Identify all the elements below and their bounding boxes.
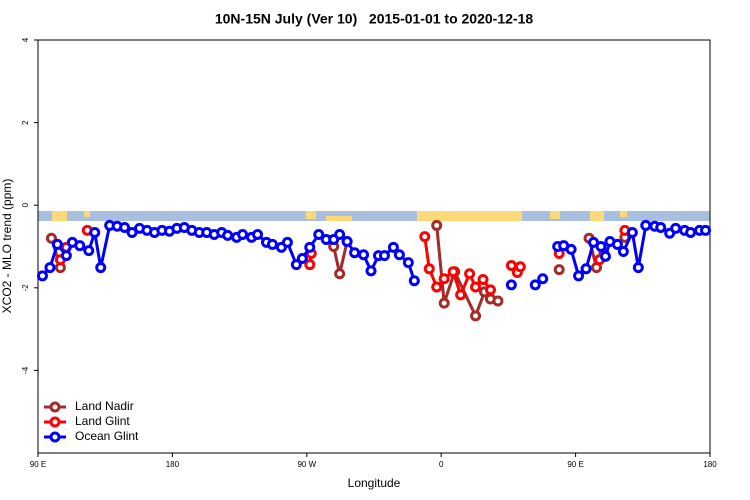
y-axis-label: XCO2 - MLO trend (ppm): [0, 179, 14, 314]
land: [84, 211, 90, 217]
data-point: [378, 250, 390, 262]
data-point: [431, 219, 443, 231]
y-tick-label: -4: [21, 366, 30, 374]
data-point: [470, 310, 482, 322]
data-point: [393, 249, 405, 261]
data-point: [484, 284, 496, 296]
legend-marker: [49, 401, 61, 413]
data-point: [266, 238, 278, 250]
legend-marker: [49, 431, 61, 443]
x-tick-label: 90 E: [30, 460, 46, 469]
data-point: [477, 274, 489, 286]
data-point: [655, 222, 667, 234]
data-point: [304, 259, 316, 271]
data-point: [617, 245, 629, 257]
data-point: [670, 222, 682, 234]
ocean-strip: [38, 211, 710, 221]
x-tick-label: 90 E: [567, 460, 583, 469]
data-point: [119, 222, 131, 234]
data-point: [626, 226, 638, 238]
data-point: [313, 229, 325, 241]
land: [417, 211, 522, 221]
legend-marker: [49, 416, 61, 428]
data-point: [349, 247, 361, 259]
data-point: [611, 238, 623, 250]
data-point: [341, 236, 353, 248]
plot-frame: [37, 39, 711, 454]
x-tick-label: 90 W: [297, 460, 316, 469]
data-point: [632, 262, 644, 274]
data-point: [505, 279, 517, 291]
data-point: [553, 264, 565, 276]
data-point: [89, 226, 101, 238]
data-point: [290, 259, 302, 271]
data-point: [514, 261, 526, 273]
legend-label: Land Nadir: [75, 399, 134, 413]
data-point: [599, 250, 611, 262]
data-point: [237, 229, 249, 241]
data-point: [222, 229, 234, 241]
data-point: [334, 268, 346, 280]
data-point: [365, 265, 377, 277]
data-point: [595, 241, 607, 252]
data-point: [492, 295, 504, 307]
legend-label: Land Glint: [75, 414, 130, 428]
data-point: [700, 224, 712, 236]
data-point: [36, 270, 48, 282]
data-point: [358, 249, 370, 261]
x-tick-label: 180: [703, 460, 717, 469]
data-point: [565, 243, 577, 255]
data-point: [537, 273, 549, 285]
land: [590, 211, 604, 221]
data-point: [60, 250, 72, 262]
data-point: [447, 266, 459, 278]
data-point: [95, 262, 107, 274]
data-point: [455, 289, 467, 301]
data-point: [419, 231, 431, 243]
x-axis-label: Longitude: [348, 476, 401, 490]
data-point: [438, 273, 450, 285]
y-tick-label: 0: [21, 202, 30, 207]
land: [620, 211, 627, 217]
data-point: [45, 232, 57, 244]
data-point: [464, 268, 476, 280]
data-point: [573, 270, 585, 282]
land: [306, 211, 316, 219]
data-point: [431, 281, 443, 293]
data-point: [470, 281, 482, 293]
chart-title: 10N-15N July (Ver 10) 2015-01-01 to 2020…: [215, 11, 534, 27]
y-tick-label: 4: [21, 37, 30, 42]
data-point: [334, 229, 346, 241]
y-tick-label: -2: [21, 284, 30, 292]
data-point: [296, 252, 308, 264]
data-point: [640, 219, 652, 231]
data-point: [408, 275, 420, 287]
land: [326, 216, 352, 221]
data-point: [44, 262, 56, 274]
land: [550, 211, 560, 219]
x-tick-label: 0: [439, 460, 444, 469]
data-point: [74, 240, 86, 252]
data-point: [438, 297, 450, 309]
data-point: [529, 279, 541, 291]
land: [52, 211, 67, 221]
data-point: [51, 238, 63, 250]
data-point: [83, 245, 95, 257]
data-point: [685, 226, 697, 238]
legend-label: Ocean Glint: [75, 429, 139, 443]
data-point: [402, 257, 414, 269]
y-tick-label: 2: [21, 120, 30, 125]
data-point: [304, 241, 316, 253]
land-ocean-strip: [38, 211, 710, 221]
x-tick-label: 180: [166, 460, 180, 469]
data-point: [423, 263, 435, 275]
data-point: [580, 263, 592, 275]
data-point: [387, 241, 399, 253]
data-point: [281, 236, 293, 248]
data-point: [252, 229, 264, 241]
